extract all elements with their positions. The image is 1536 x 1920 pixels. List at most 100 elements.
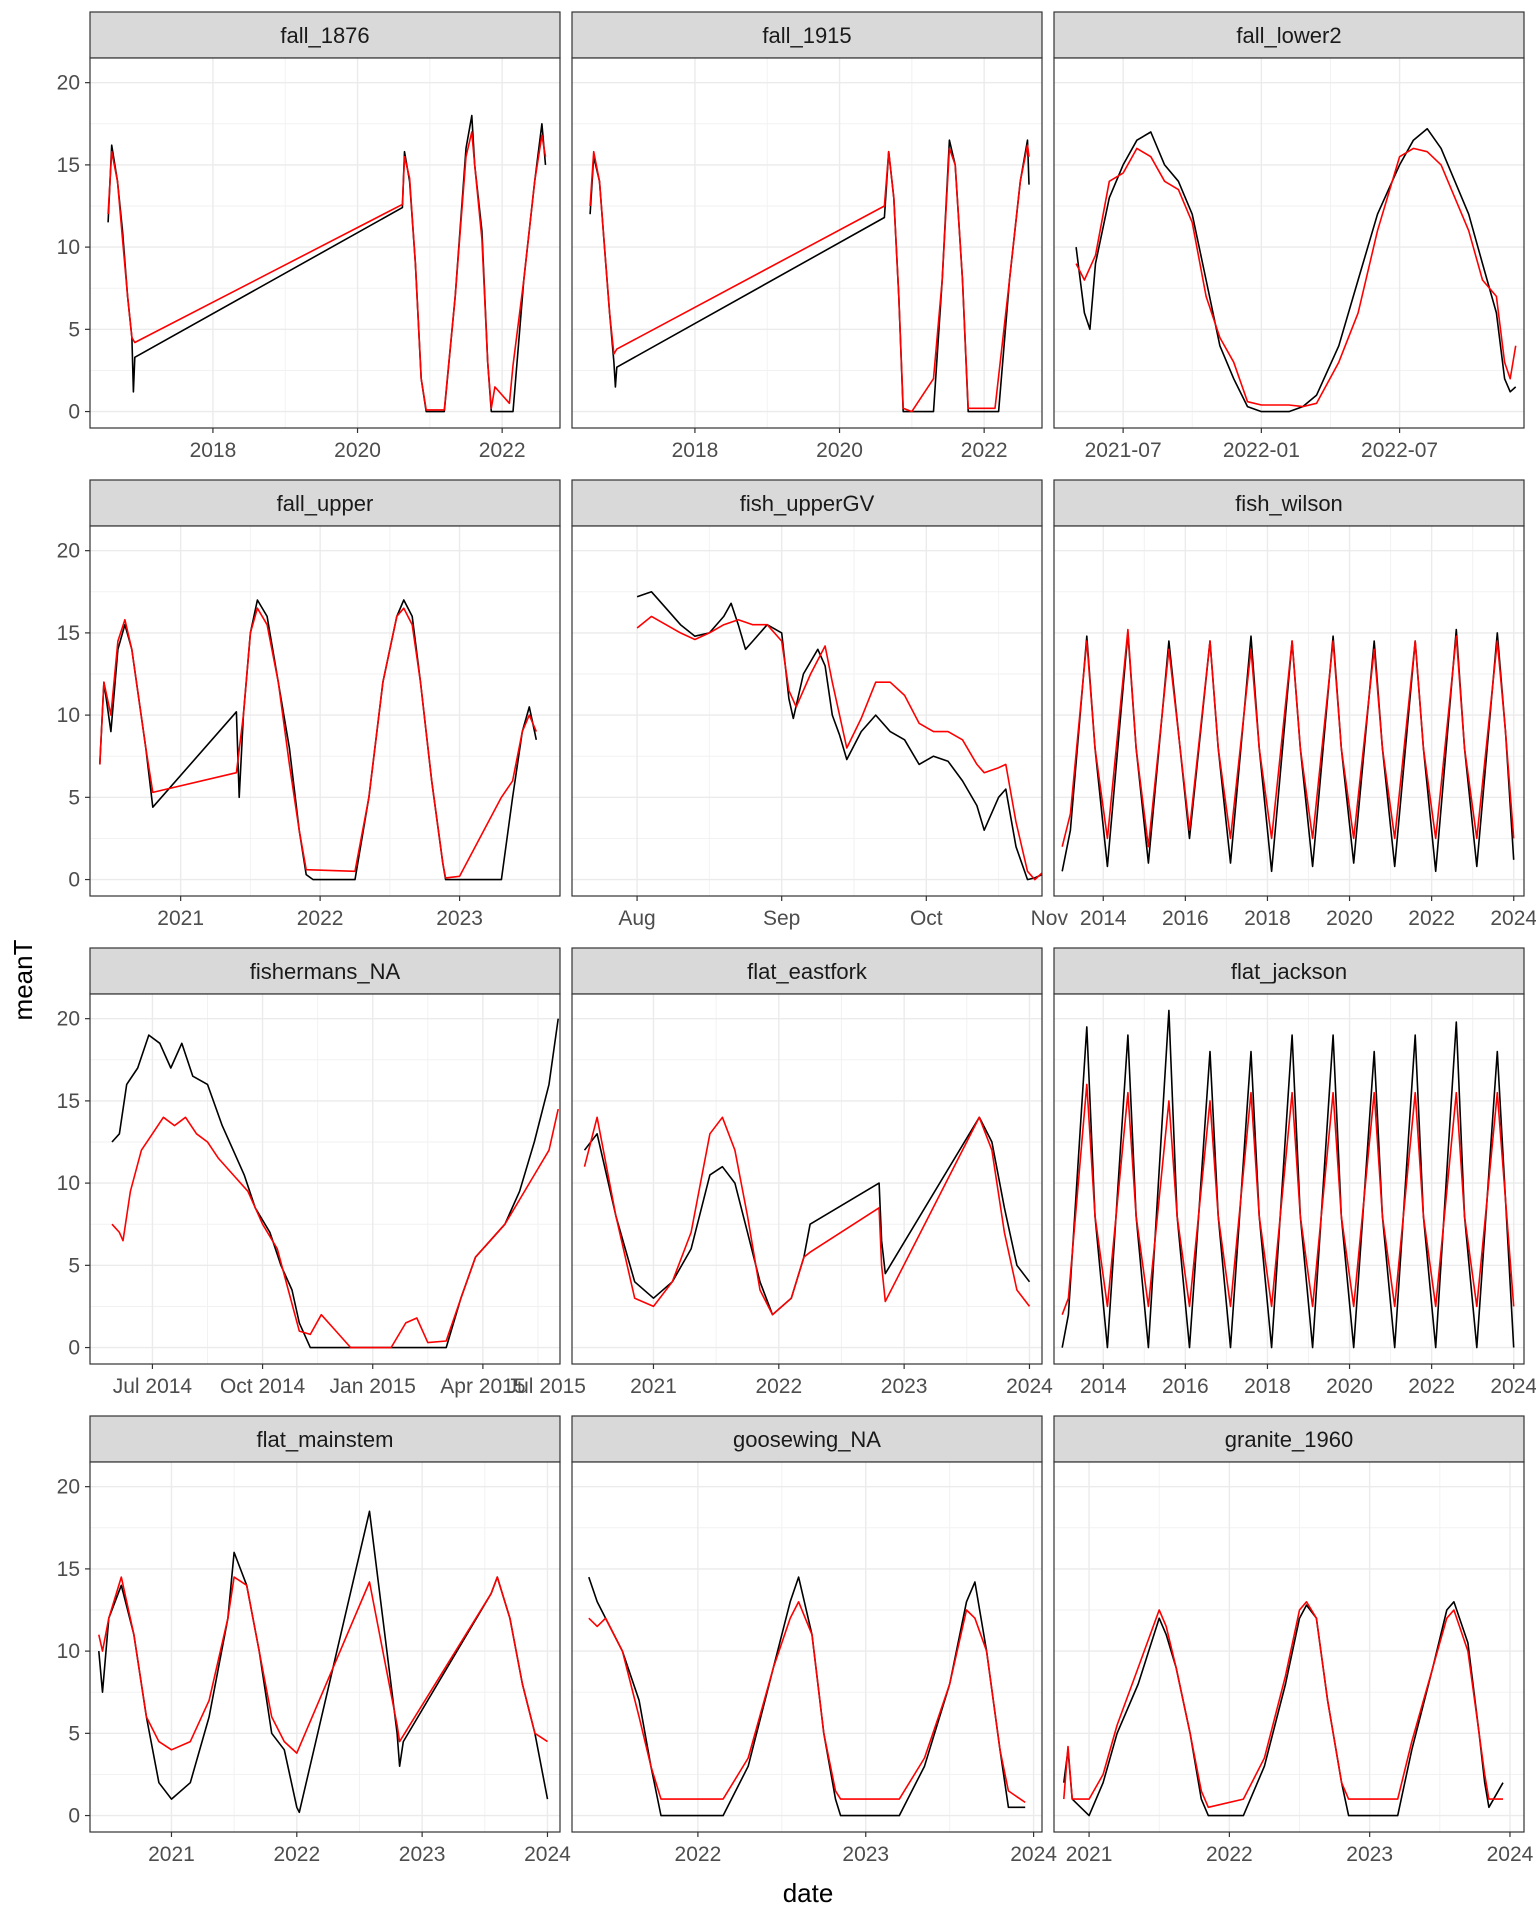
x-tick-label: Oct 2014 bbox=[220, 1375, 306, 1398]
y-tick-label: 0 bbox=[68, 1805, 80, 1828]
panel-border bbox=[89, 1461, 561, 1833]
facet-flat_eastfork: flat_eastfork 2021 2022 2023 2024 bbox=[571, 947, 1053, 1398]
y-tick-label: 0 bbox=[68, 401, 80, 424]
y-tick-label: 10 bbox=[57, 236, 80, 259]
y-tick-label: 20 bbox=[57, 1008, 80, 1031]
facet-strip bbox=[571, 1415, 1043, 1463]
x-tick-label: 2023 bbox=[842, 1843, 889, 1866]
x-tick-label: 2024 bbox=[1490, 1375, 1536, 1398]
facet-strip bbox=[1053, 947, 1525, 995]
x-tick-label: 2020 bbox=[334, 439, 381, 462]
series-line-observed bbox=[636, 591, 1043, 881]
plot-background bbox=[90, 1462, 560, 1832]
panel-border bbox=[1053, 525, 1525, 897]
x-tick-label: 2022 bbox=[1408, 1375, 1455, 1398]
x-tick-label: 2024 bbox=[524, 1843, 571, 1866]
x-tick-label: 2022 bbox=[755, 1375, 802, 1398]
x-tick-label: 2018 bbox=[1244, 1375, 1291, 1398]
series-line-observed bbox=[1075, 127, 1517, 413]
facet-strip bbox=[89, 11, 561, 59]
facet-strip bbox=[89, 479, 561, 527]
facet-fish_upperGV: fish_upperGV Aug Sep Oct Nov bbox=[571, 479, 1069, 930]
series-line-predicted bbox=[1061, 1083, 1515, 1315]
x-tick-label: 2020 bbox=[816, 439, 863, 462]
panel-border bbox=[89, 57, 561, 429]
plot-background bbox=[572, 994, 1042, 1364]
x-tick-label: Oct bbox=[910, 907, 943, 930]
facet-strip bbox=[1053, 1415, 1525, 1463]
x-tick-label: 2016 bbox=[1162, 907, 1209, 930]
series-line-predicted bbox=[1061, 628, 1515, 848]
panel-border bbox=[571, 57, 1043, 429]
facet-fall_upper: fall_upper 0 5 10 15 20 2021 2022 2023 bbox=[57, 479, 561, 930]
y-tick-label: 20 bbox=[57, 1476, 80, 1499]
series-line-predicted bbox=[589, 144, 1030, 413]
series-line-predicted bbox=[107, 131, 547, 411]
x-tick-label: 2023 bbox=[881, 1375, 928, 1398]
plot-background bbox=[572, 1462, 1042, 1832]
x-tick-label: 2018 bbox=[672, 439, 719, 462]
facet-title: fish_upperGV bbox=[740, 491, 875, 516]
y-tick-label: 15 bbox=[57, 1090, 80, 1113]
facet-strip bbox=[1053, 479, 1525, 527]
facet-fishermans_NA: fishermans_NA 0 5 10 15 20 Jul 2014 Oct 2014 Jan… bbox=[57, 947, 586, 1398]
panel-border bbox=[571, 525, 1043, 897]
plot-background bbox=[90, 526, 560, 896]
x-tick-label: Nov bbox=[1031, 907, 1069, 930]
facet-title: fish_wilson bbox=[1235, 491, 1343, 516]
x-tick-label: 2022 bbox=[1206, 1843, 1253, 1866]
x-tick-label: 2014 bbox=[1080, 907, 1127, 930]
series-line-predicted bbox=[99, 607, 538, 879]
x-tick-label: 2023 bbox=[399, 1843, 446, 1866]
facet-title: flat_eastfork bbox=[747, 959, 868, 984]
x-tick-label: 2023 bbox=[436, 907, 483, 930]
x-tick-label: Sep bbox=[763, 907, 800, 930]
y-tick-label: 0 bbox=[68, 869, 80, 892]
x-tick-label: 2016 bbox=[1162, 1375, 1209, 1398]
x-tick-label: 2022 bbox=[273, 1843, 320, 1866]
x-tick-label: 2021-07 bbox=[1085, 439, 1162, 462]
facet-flat_jackson: flat_jackson 2014 2016 2018 2020 2022 2024 bbox=[1053, 947, 1536, 1398]
x-tick-label: 2022-07 bbox=[1361, 439, 1438, 462]
facet-title: fall_lower2 bbox=[1236, 23, 1341, 48]
facet-title: granite_1960 bbox=[1225, 1427, 1353, 1452]
panel-border bbox=[571, 1461, 1043, 1833]
facet-fall_1915: fall_1915 2018 2020 2022 bbox=[571, 11, 1043, 462]
x-tick-label: 2022 bbox=[297, 907, 344, 930]
plot-background bbox=[572, 58, 1042, 428]
plot-background bbox=[1054, 526, 1524, 896]
x-tick-label: Jul 2014 bbox=[113, 1375, 193, 1398]
panel-border bbox=[1053, 993, 1525, 1365]
y-tick-label: 20 bbox=[57, 540, 80, 563]
y-tick-label: 15 bbox=[57, 154, 80, 177]
x-tick-label: 2020 bbox=[1326, 1375, 1373, 1398]
series-line-predicted bbox=[588, 1601, 1026, 1804]
facet-granite_1960: granite_1960 2021 2022 2023 2024 bbox=[1053, 1415, 1534, 1866]
facet-fall_1876: fall_1876 0 5 10 15 20 2018 2020 2022 bbox=[57, 11, 561, 462]
y-tick-label: 15 bbox=[57, 1558, 80, 1581]
panel-border bbox=[89, 525, 561, 897]
x-tick-label: Jan 2015 bbox=[330, 1375, 416, 1398]
x-tick-label: 2024 bbox=[1010, 1843, 1057, 1866]
panel-border bbox=[1053, 1461, 1525, 1833]
facet-flat_mainstem: flat_mainstem 0 5 10 15 20 2021 2022 2023 2024 bbox=[57, 1415, 571, 1866]
facet-title: goosewing_NA bbox=[733, 1427, 881, 1452]
facet-strip bbox=[571, 11, 1043, 59]
y-tick-label: 15 bbox=[57, 622, 80, 645]
y-tick-label: 5 bbox=[68, 786, 80, 809]
y-tick-label: 5 bbox=[68, 1722, 80, 1745]
x-tick-label: 2021 bbox=[157, 907, 204, 930]
x-tick-label: 2021 bbox=[630, 1375, 677, 1398]
x-tick-label: 2020 bbox=[1326, 907, 1373, 930]
facet-strip bbox=[571, 479, 1043, 527]
x-tick-label: 2021 bbox=[148, 1843, 195, 1866]
panel-border bbox=[1053, 57, 1525, 429]
y-tick-label: 10 bbox=[57, 704, 80, 727]
x-tick-label: 2021 bbox=[1066, 1843, 1113, 1866]
facet-title: fall_1876 bbox=[280, 23, 369, 48]
x-tick-label: 2022 bbox=[675, 1843, 722, 1866]
x-tick-label: Jul 2015 bbox=[507, 1375, 586, 1398]
panel-border bbox=[571, 993, 1043, 1365]
